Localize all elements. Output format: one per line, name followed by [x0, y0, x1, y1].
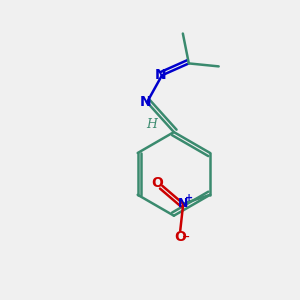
Text: N: N: [178, 197, 188, 210]
Text: O: O: [174, 230, 186, 244]
Text: O: O: [151, 176, 163, 190]
Text: +: +: [185, 194, 193, 203]
Text: N: N: [154, 68, 166, 82]
Text: −: −: [182, 232, 190, 242]
Text: H: H: [146, 118, 157, 131]
Text: N: N: [140, 95, 151, 109]
